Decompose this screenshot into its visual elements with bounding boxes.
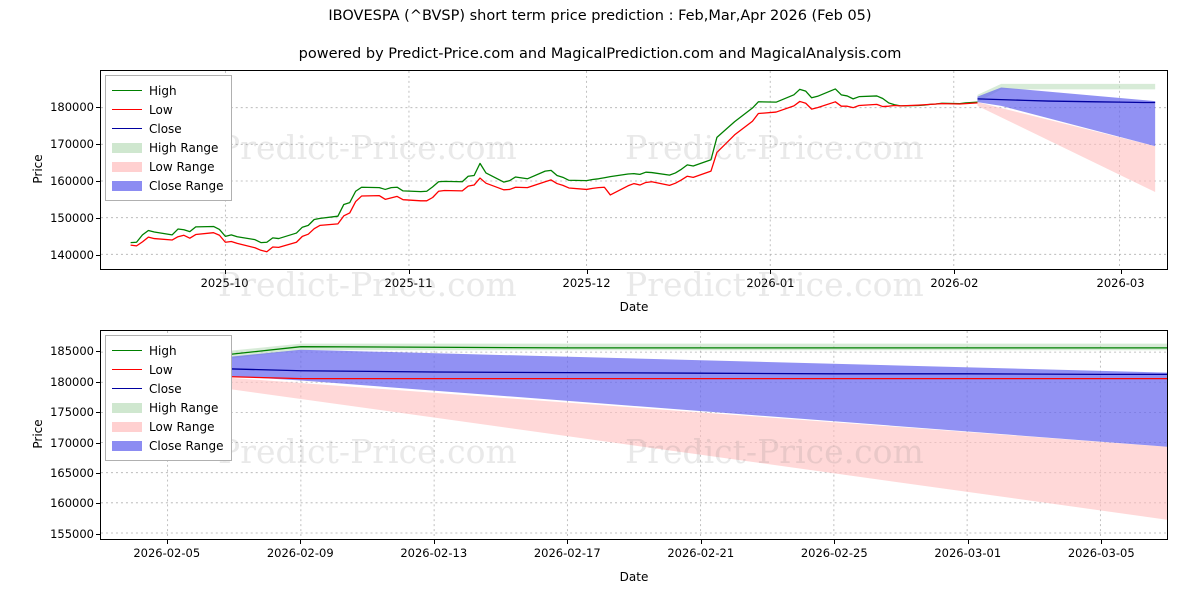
legend-label: High Range — [149, 140, 219, 155]
legend-item-low: Low — [112, 360, 224, 379]
x-tick-mark — [433, 540, 435, 544]
chart-title: IBOVESPA (^BVSP) short term price predic… — [328, 8, 872, 24]
legend-label: Close Range — [149, 438, 224, 453]
y-tick-label: 140000 — [50, 248, 94, 263]
y-tick-mark — [96, 107, 100, 109]
legend-swatch-icon — [112, 345, 142, 357]
legend-label: High — [149, 83, 177, 98]
upper-legend: High Low Close High Range Low Range Close Ran… — [105, 75, 232, 201]
x-tick-mark — [224, 270, 226, 274]
legend-swatch-icon — [112, 402, 142, 414]
x-tick-label: 2026-02-25 — [800, 546, 868, 560]
upper-chart-panel — [100, 70, 1168, 270]
y-tick-mark — [96, 473, 100, 475]
y-tick-label: 185000 — [50, 344, 94, 359]
y-tick-label: 170000 — [50, 435, 94, 450]
x-tick-mark — [770, 270, 772, 274]
y-tick-mark — [96, 144, 100, 146]
legend-swatch-icon — [112, 85, 142, 97]
y-tick-mark — [96, 351, 100, 353]
x-tick-label: 2025-10 — [200, 276, 249, 290]
x-tick-label: 2025-12 — [562, 276, 611, 290]
legend-item-high: High — [112, 81, 224, 100]
x-tick-label: 2026-01 — [746, 276, 795, 290]
legend-label: Low — [149, 362, 173, 377]
lower-chart-panel — [100, 330, 1168, 540]
y-tick-mark — [96, 503, 100, 505]
x-tick-label: 2026-02-09 — [266, 546, 334, 560]
x-tick-mark — [1120, 270, 1122, 274]
legend-swatch-icon — [112, 440, 142, 452]
legend-label: Close — [149, 121, 182, 136]
upper-plot-area — [101, 71, 1167, 269]
x-tick-mark — [408, 270, 410, 274]
legend-item-close-range: Close Range — [112, 176, 224, 195]
x-tick-mark — [954, 270, 956, 274]
legend-label: Low Range — [149, 159, 215, 174]
legend-item-low: Low — [112, 100, 224, 119]
x-tick-label: 2025-11 — [384, 276, 433, 290]
legend-item-close: Close — [112, 119, 224, 138]
legend-item-high: High — [112, 341, 224, 360]
x-tick-mark — [700, 540, 702, 544]
x-tick-mark — [567, 540, 569, 544]
y-tick-label: 155000 — [50, 526, 94, 541]
legend-swatch-icon — [112, 180, 142, 192]
y-tick-label: 180000 — [50, 100, 94, 115]
legend-swatch-icon — [112, 104, 142, 116]
x-tick-label: 2026-03 — [1096, 276, 1145, 290]
legend-item-close-range: Close Range — [112, 436, 224, 455]
legend-item-high-range: High Range — [112, 138, 224, 157]
y-tick-mark — [96, 412, 100, 414]
lower-x-axis-label: Date — [619, 570, 649, 584]
x-tick-label: 2026-02 — [930, 276, 979, 290]
chart-subtitle: powered by Predict-Price.com and Magical… — [298, 46, 902, 62]
legend-swatch-icon — [112, 142, 142, 154]
legend-label: Close Range — [149, 178, 224, 193]
legend-label: High — [149, 343, 177, 358]
x-tick-label: 2026-02-21 — [667, 546, 735, 560]
y-tick-mark — [96, 255, 100, 257]
legend-item-low-range: Low Range — [112, 157, 224, 176]
y-tick-label: 170000 — [50, 137, 94, 152]
upper-x-axis-label: Date — [619, 300, 649, 314]
legend-swatch-icon — [112, 421, 142, 433]
x-tick-mark — [586, 270, 588, 274]
y-tick-mark — [96, 181, 100, 183]
x-tick-label: 2026-02-13 — [400, 546, 468, 560]
y-tick-mark — [96, 218, 100, 220]
legend-swatch-icon — [112, 123, 142, 135]
legend-swatch-icon — [112, 161, 142, 173]
legend-label: Low Range — [149, 419, 215, 434]
legend-label: High Range — [149, 400, 219, 415]
x-tick-label: 2026-02-17 — [533, 546, 601, 560]
y-tick-mark — [96, 381, 100, 383]
legend-swatch-icon — [112, 383, 142, 395]
legend-label: Low — [149, 102, 173, 117]
y-tick-label: 175000 — [50, 405, 94, 420]
x-tick-label: 2026-03-01 — [934, 546, 1002, 560]
y-tick-label: 160000 — [50, 174, 94, 189]
y-tick-label: 180000 — [50, 374, 94, 389]
y-tick-label: 165000 — [50, 466, 94, 481]
y-tick-mark — [96, 442, 100, 444]
x-tick-mark — [166, 540, 168, 544]
legend-item-close: Close — [112, 379, 224, 398]
legend-item-high-range: High Range — [112, 398, 224, 417]
x-tick-label: 2026-03-05 — [1067, 546, 1135, 560]
x-tick-label: 2026-02-05 — [133, 546, 201, 560]
legend-label: Close — [149, 381, 182, 396]
y-tick-mark — [96, 533, 100, 535]
legend-swatch-icon — [112, 364, 142, 376]
x-tick-mark — [1101, 540, 1103, 544]
legend-item-low-range: Low Range — [112, 417, 224, 436]
lower-legend: High Low Close High Range Low Range Close Ran… — [105, 335, 232, 461]
y-tick-label: 150000 — [50, 211, 94, 226]
x-tick-mark — [300, 540, 302, 544]
x-tick-mark — [967, 540, 969, 544]
lower-plot-area — [101, 331, 1167, 539]
x-tick-mark — [834, 540, 836, 544]
y-tick-label: 160000 — [50, 496, 94, 511]
